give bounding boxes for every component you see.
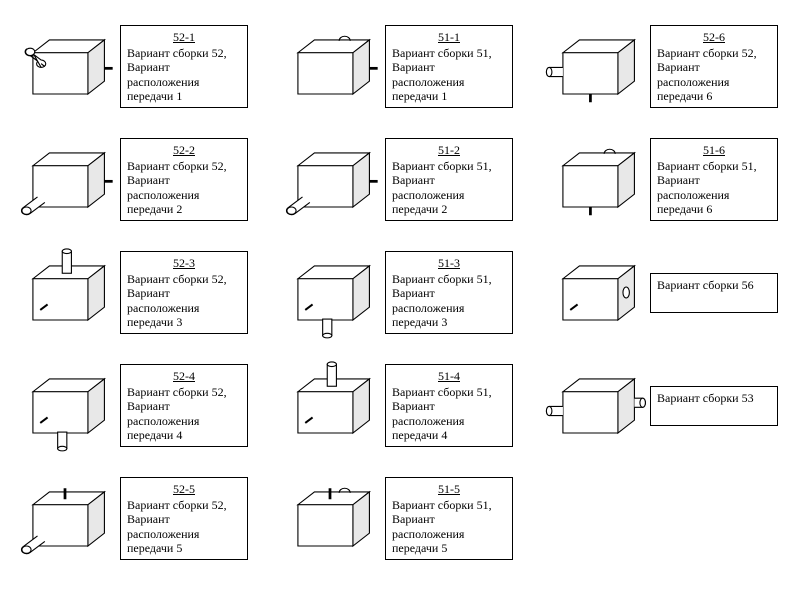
variant-code: 51-6 — [657, 143, 771, 157]
variant-cell: 52-1 Вариант сборки 52, Вариант располож… — [10, 10, 260, 123]
variant-desc: Вариант сборки 51, Вариант расположения … — [392, 385, 506, 443]
variant-code: 52-4 — [127, 369, 241, 383]
assembly-diagram — [540, 14, 650, 119]
variant-textbox: 51-5 Вариант сборки 51, Вариант располож… — [385, 477, 513, 561]
assembly-diagram — [10, 240, 120, 345]
variant-textbox: 52-2 Вариант сборки 52, Вариант располож… — [120, 138, 248, 222]
assembly-diagram — [275, 14, 385, 119]
variant-textbox: Вариант сборки 53 — [650, 386, 778, 426]
variant-cell: Вариант сборки 56 — [540, 236, 790, 349]
variant-desc: Вариант сборки 56 — [657, 278, 771, 292]
assembly-diagram — [275, 466, 385, 571]
variant-code: 51-4 — [392, 369, 506, 383]
variant-textbox: 52-5 Вариант сборки 52, Вариант располож… — [120, 477, 248, 561]
variant-textbox: 52-6 Вариант сборки 52, Вариант располож… — [650, 25, 778, 109]
variant-desc: Вариант сборки 52, Вариант расположения … — [127, 272, 241, 330]
variant-textbox: 52-4 Вариант сборки 52, Вариант располож… — [120, 364, 248, 448]
variant-cell: 51-4 Вариант сборки 51, Вариант располож… — [275, 349, 525, 462]
variant-desc: Вариант сборки 52, Вариант расположения … — [657, 46, 771, 104]
variant-code: 52-1 — [127, 30, 241, 44]
variant-code: 51-2 — [392, 143, 506, 157]
variant-desc: Вариант сборки 51, Вариант расположения … — [392, 272, 506, 330]
assembly-diagram — [540, 127, 650, 232]
variant-cell: 52-5 Вариант сборки 52, Вариант располож… — [10, 462, 260, 575]
assembly-diagram — [10, 127, 120, 232]
variant-desc: Вариант сборки 51, Вариант расположения … — [392, 498, 506, 556]
variant-cell: 51-6 Вариант сборки 51, Вариант располож… — [540, 123, 790, 236]
assembly-diagram — [275, 353, 385, 458]
variant-textbox: Вариант сборки 56 — [650, 273, 778, 313]
variant-cell: 51-3 Вариант сборки 51, Вариант располож… — [275, 236, 525, 349]
variant-desc: Вариант сборки 52, Вариант расположения … — [127, 46, 241, 104]
variant-textbox: 51-2 Вариант сборки 51, Вариант располож… — [385, 138, 513, 222]
variant-code: 51-5 — [392, 482, 506, 496]
variant-desc: Вариант сборки 52, Вариант расположения … — [127, 385, 241, 443]
variant-textbox: 52-1 Вариант сборки 52, Вариант располож… — [120, 25, 248, 109]
variant-textbox: 52-3 Вариант сборки 52, Вариант располож… — [120, 251, 248, 335]
assembly-diagram — [540, 353, 650, 458]
variant-desc: Вариант сборки 52, Вариант расположения … — [127, 498, 241, 556]
variant-code: 52-2 — [127, 143, 241, 157]
variant-code: 51-3 — [392, 256, 506, 270]
variant-code: 52-5 — [127, 482, 241, 496]
variant-code: 52-6 — [657, 30, 771, 44]
variant-cell: 51-1 Вариант сборки 51, Вариант располож… — [275, 10, 525, 123]
variant-textbox: 51-6 Вариант сборки 51, Вариант располож… — [650, 138, 778, 222]
assembly-diagram — [275, 127, 385, 232]
variant-cell: 52-3 Вариант сборки 52, Вариант располож… — [10, 236, 260, 349]
variant-desc: Вариант сборки 53 — [657, 391, 771, 405]
variant-code: 51-1 — [392, 30, 506, 44]
variant-textbox: 51-1 Вариант сборки 51, Вариант располож… — [385, 25, 513, 109]
assembly-diagram — [275, 240, 385, 345]
assembly-diagram — [540, 240, 650, 345]
variant-desc: Вариант сборки 52, Вариант расположения … — [127, 159, 241, 217]
variant-cell: Вариант сборки 53 — [540, 349, 790, 462]
variant-cell: 51-5 Вариант сборки 51, Вариант располож… — [275, 462, 525, 575]
assembly-diagram — [10, 466, 120, 571]
variant-cell: 51-2 Вариант сборки 51, Вариант располож… — [275, 123, 525, 236]
variant-desc: Вариант сборки 51, Вариант расположения … — [392, 46, 506, 104]
variant-desc: Вариант сборки 51, Вариант расположения … — [657, 159, 771, 217]
variant-textbox: 51-4 Вариант сборки 51, Вариант располож… — [385, 364, 513, 448]
variant-desc: Вариант сборки 51, Вариант расположения … — [392, 159, 506, 217]
variant-cell: 52-2 Вариант сборки 52, Вариант располож… — [10, 123, 260, 236]
assembly-diagram — [10, 353, 120, 458]
variant-textbox: 51-3 Вариант сборки 51, Вариант располож… — [385, 251, 513, 335]
diagram-grid: 52-1 Вариант сборки 52, Вариант располож… — [10, 10, 808, 575]
variant-code: 52-3 — [127, 256, 241, 270]
variant-cell: 52-6 Вариант сборки 52, Вариант располож… — [540, 10, 790, 123]
assembly-diagram — [10, 14, 120, 119]
variant-cell: 52-4 Вариант сборки 52, Вариант располож… — [10, 349, 260, 462]
